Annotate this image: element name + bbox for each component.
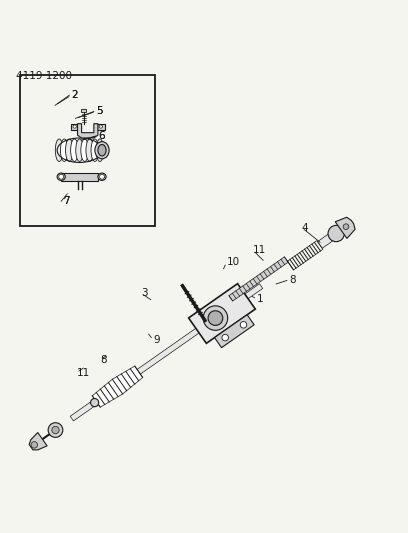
Text: 3: 3 xyxy=(141,288,147,298)
Text: 7: 7 xyxy=(63,196,70,206)
Text: 4: 4 xyxy=(302,223,308,233)
Ellipse shape xyxy=(91,139,99,161)
Text: 2: 2 xyxy=(71,90,78,100)
Ellipse shape xyxy=(98,144,106,156)
Bar xyxy=(20,75,155,225)
Text: 9: 9 xyxy=(153,335,160,345)
Ellipse shape xyxy=(57,173,65,180)
Text: 5: 5 xyxy=(96,107,102,116)
Polygon shape xyxy=(78,124,98,138)
Circle shape xyxy=(208,311,223,326)
Polygon shape xyxy=(335,217,355,238)
Bar xyxy=(61,173,98,181)
Circle shape xyxy=(73,125,76,128)
Ellipse shape xyxy=(96,139,104,161)
Ellipse shape xyxy=(98,173,106,180)
Ellipse shape xyxy=(66,139,73,161)
Circle shape xyxy=(222,334,228,341)
Text: 1: 1 xyxy=(257,294,264,304)
Ellipse shape xyxy=(86,139,93,161)
Ellipse shape xyxy=(71,139,78,161)
Circle shape xyxy=(31,442,38,448)
Circle shape xyxy=(52,426,59,434)
Circle shape xyxy=(59,174,64,179)
Polygon shape xyxy=(29,432,47,450)
Polygon shape xyxy=(92,366,143,407)
Polygon shape xyxy=(70,284,263,421)
Ellipse shape xyxy=(81,139,89,161)
Text: 11: 11 xyxy=(253,245,266,255)
Circle shape xyxy=(99,125,102,128)
Circle shape xyxy=(48,423,63,438)
Text: 11: 11 xyxy=(77,368,90,377)
Circle shape xyxy=(328,225,344,241)
Polygon shape xyxy=(229,257,288,301)
Text: 5: 5 xyxy=(96,107,102,116)
Circle shape xyxy=(91,399,99,407)
Polygon shape xyxy=(215,315,254,348)
Text: 2: 2 xyxy=(71,90,78,100)
Text: 7: 7 xyxy=(63,196,70,206)
Text: 4119 1200: 4119 1200 xyxy=(16,71,72,82)
Text: 10: 10 xyxy=(226,257,239,268)
Text: 8: 8 xyxy=(100,356,106,365)
Text: 6: 6 xyxy=(98,131,104,141)
Bar xyxy=(71,124,79,130)
Circle shape xyxy=(100,174,104,179)
Circle shape xyxy=(240,321,247,328)
Circle shape xyxy=(343,224,349,230)
Polygon shape xyxy=(317,230,339,248)
Text: 6: 6 xyxy=(98,131,104,141)
Ellipse shape xyxy=(76,139,83,161)
Text: 8: 8 xyxy=(290,274,296,285)
Bar xyxy=(97,124,105,130)
Ellipse shape xyxy=(60,139,68,161)
Polygon shape xyxy=(188,284,255,343)
Ellipse shape xyxy=(95,142,109,159)
Ellipse shape xyxy=(55,139,63,161)
Circle shape xyxy=(203,306,228,330)
Bar xyxy=(81,109,86,112)
